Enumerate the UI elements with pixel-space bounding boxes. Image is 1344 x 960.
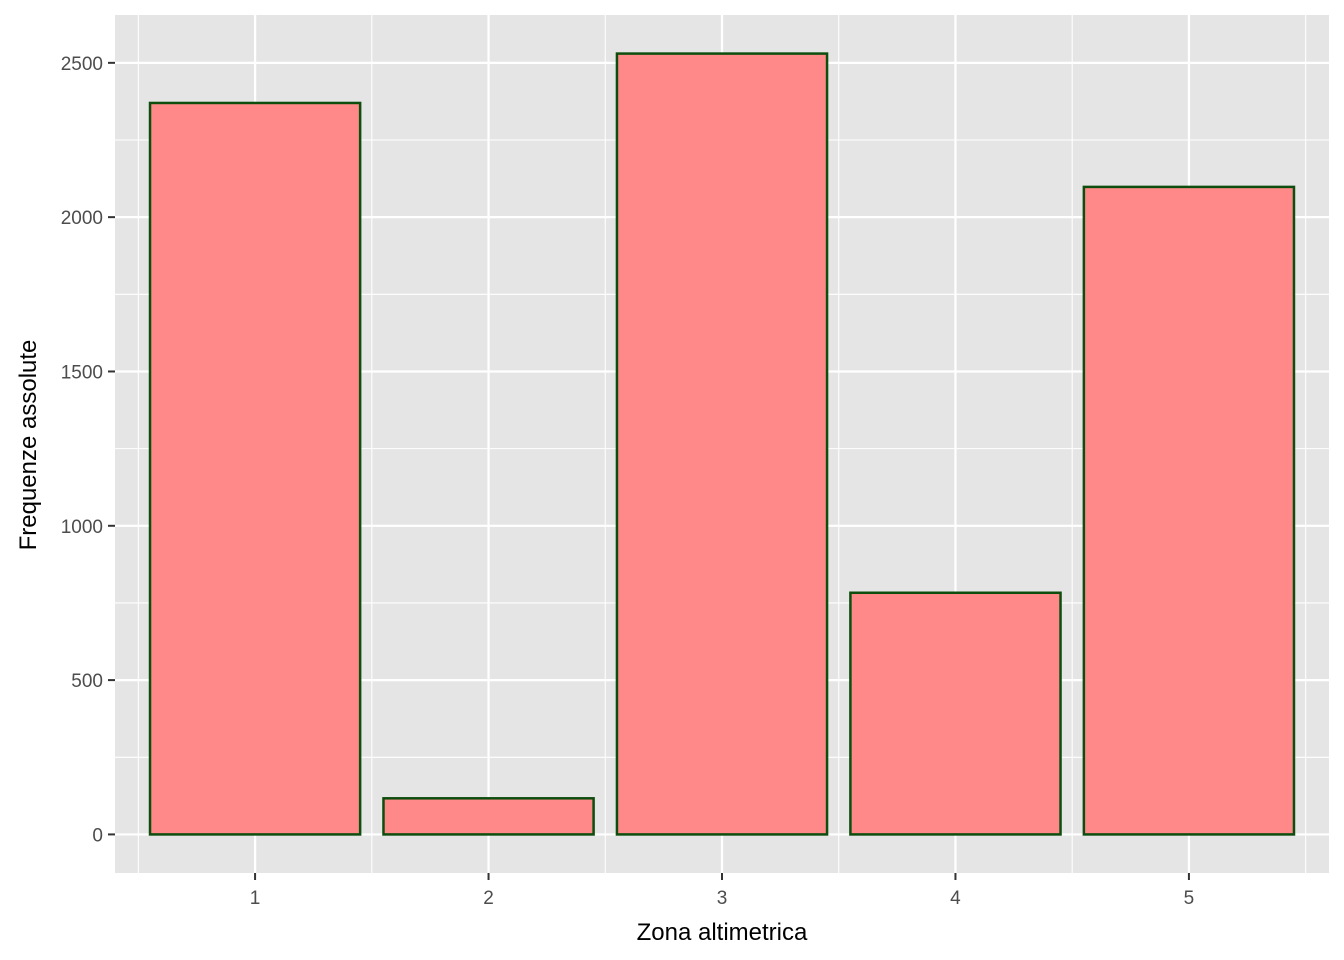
x-tick-label: 1 bbox=[250, 888, 261, 909]
x-tick-label: 3 bbox=[717, 888, 728, 909]
y-tick-label: 0 bbox=[92, 825, 103, 846]
x-tick-label: 4 bbox=[950, 888, 961, 909]
y-tick-label: 2000 bbox=[61, 208, 103, 229]
x-axis-title: Zona altimetrica bbox=[637, 919, 808, 946]
bar-2 bbox=[382, 797, 595, 836]
x-axis-ticks: 1 2 3 4 5 bbox=[250, 873, 1194, 909]
bar-3 bbox=[615, 52, 829, 836]
bars-group bbox=[148, 52, 1296, 836]
bar-4 bbox=[849, 591, 1062, 836]
y-tick-label: 500 bbox=[71, 671, 103, 692]
x-tick-label: 5 bbox=[1184, 888, 1195, 909]
y-tick-label: 1500 bbox=[61, 362, 103, 383]
bar-5 bbox=[1082, 185, 1296, 836]
bar-1 bbox=[148, 101, 362, 836]
y-tick-label: 2500 bbox=[61, 54, 103, 75]
y-axis-ticks: 0 500 1000 1500 2000 2500 bbox=[61, 54, 115, 846]
y-tick-label: 1000 bbox=[61, 517, 103, 538]
x-tick-label: 2 bbox=[483, 888, 494, 909]
y-axis-title: Frequenze assolute bbox=[15, 340, 42, 551]
